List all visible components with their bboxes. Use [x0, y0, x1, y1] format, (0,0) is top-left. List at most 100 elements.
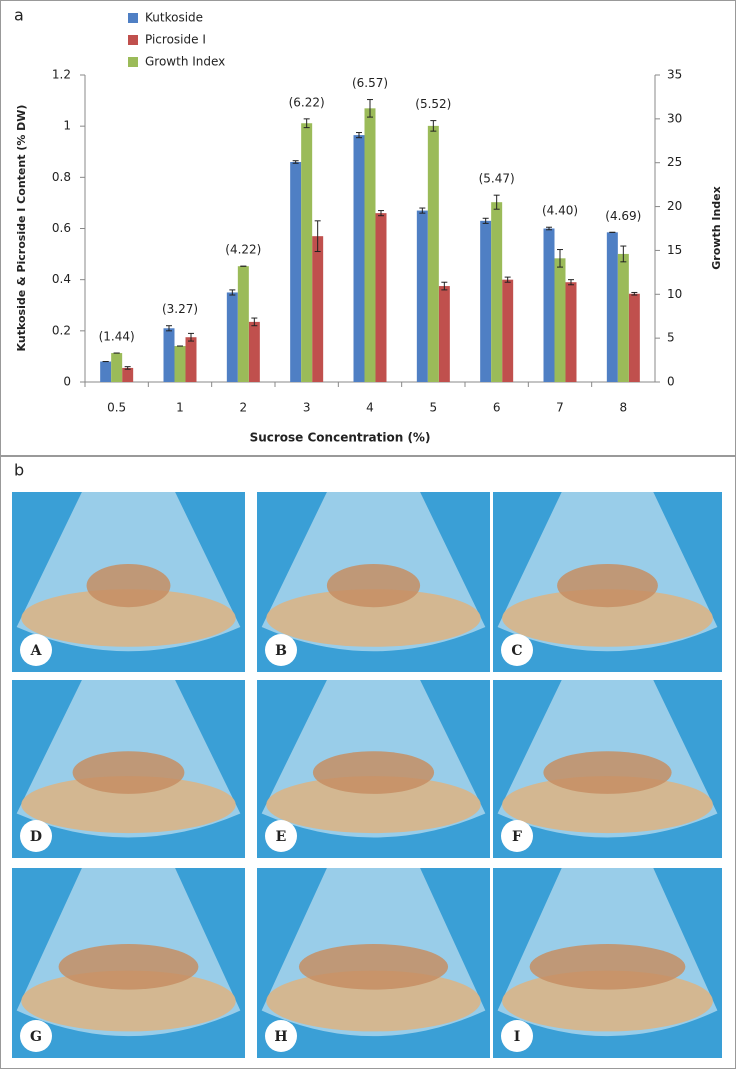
error-bar: [441, 281, 448, 291]
medium: [502, 589, 713, 647]
error-bar: [188, 332, 194, 342]
photo-label: C: [511, 643, 522, 659]
photo-label: A: [30, 643, 43, 659]
label-badge: [265, 1020, 297, 1052]
photo-label: B: [275, 643, 287, 659]
label-badge: [20, 1020, 52, 1052]
photo: D: [12, 680, 245, 858]
photo: C: [493, 492, 722, 672]
y2-tick-label: 5: [667, 331, 675, 345]
group-label: (5.52): [415, 97, 451, 111]
bar: [163, 328, 175, 382]
error-bar: [419, 207, 426, 214]
bar: [438, 286, 450, 382]
medium: [502, 776, 713, 834]
label-badge: [501, 1020, 533, 1052]
bar: [174, 346, 186, 382]
group-label: (1.44): [99, 330, 135, 344]
error-bar: [314, 220, 321, 253]
error-bar: [367, 99, 373, 118]
bar: [565, 282, 577, 382]
error-bar: [546, 226, 552, 231]
error-bar: [303, 118, 310, 129]
roots: [557, 564, 658, 608]
x-tick-label: 2: [240, 401, 248, 415]
label-badge: [20, 820, 52, 852]
medium: [502, 970, 713, 1032]
y-tick-label: 1: [63, 119, 71, 133]
photo: G: [12, 868, 245, 1058]
x-tick-label: 0.5: [107, 401, 126, 415]
photo: H: [257, 868, 490, 1058]
error-bar: [504, 276, 511, 283]
medium: [21, 776, 236, 834]
photo-label: D: [30, 829, 42, 845]
bar: [226, 292, 238, 382]
error-bar: [482, 217, 489, 224]
error-bar: [356, 132, 362, 139]
error-bar: [430, 120, 437, 132]
bar: [237, 266, 249, 382]
group-label: (6.22): [289, 95, 325, 109]
legend-label: Kutkoside: [145, 11, 203, 25]
y-tick-label: 0.2: [52, 323, 71, 337]
y2-tick-label: 0: [667, 375, 675, 389]
bar: [185, 337, 197, 382]
error-bar: [568, 279, 574, 286]
bar: [290, 161, 302, 382]
bar: [375, 213, 387, 382]
medium: [21, 970, 236, 1032]
photo-label: H: [274, 1029, 287, 1045]
bar: [364, 108, 376, 383]
bar: [554, 258, 566, 382]
bar: [543, 228, 555, 382]
bar: [617, 253, 629, 382]
bar: [111, 353, 123, 382]
error-bar: [166, 325, 172, 332]
y2-tick-label: 20: [667, 199, 682, 213]
roots: [72, 751, 185, 794]
photo: A: [12, 492, 245, 672]
bar: [416, 210, 428, 382]
x-tick-label: 4: [366, 401, 374, 415]
x-tick-label: 8: [620, 401, 628, 415]
legend-swatch: [128, 35, 138, 45]
bar: [122, 367, 134, 382]
x-tick-label: 1: [176, 401, 184, 415]
group-label: (6.57): [352, 76, 388, 90]
bar: [312, 236, 324, 382]
y-tick-label: 1.2: [52, 68, 71, 82]
legend-swatch: [128, 13, 138, 23]
error-bar: [631, 291, 638, 296]
photo-label: F: [512, 829, 522, 845]
photo: B: [257, 492, 490, 672]
label-badge: [501, 820, 533, 852]
y2-tick-label: 30: [667, 111, 682, 125]
bar: [248, 321, 260, 382]
group-label: (4.40): [542, 204, 578, 218]
y2-tick-label: 10: [667, 287, 682, 301]
error-bar: [292, 160, 299, 164]
group-label: (4.22): [225, 243, 261, 257]
y-tick-label: 0.8: [52, 170, 71, 184]
photo: I: [493, 868, 722, 1058]
error-bar: [124, 366, 131, 370]
error-bar: [493, 194, 500, 210]
x-tick-label: 6: [493, 401, 501, 415]
label-badge: [501, 634, 533, 666]
y2-tick-label: 15: [667, 243, 682, 257]
medium: [266, 589, 481, 647]
error-bar: [378, 210, 384, 217]
x-axis-title: Sucrose Concentration (%): [250, 431, 431, 445]
roots: [312, 751, 435, 794]
legend-label: Picroside I: [145, 33, 206, 47]
label-badge: [265, 634, 297, 666]
error-bar: [251, 317, 258, 327]
bar: [502, 279, 514, 382]
photo-label: G: [30, 1029, 42, 1045]
panel-label: b: [14, 461, 24, 480]
y-axis-title: Kutkoside & Picroside I Content (% DW): [15, 105, 28, 352]
bar: [353, 135, 365, 382]
legend-label: Growth Index: [145, 55, 225, 69]
